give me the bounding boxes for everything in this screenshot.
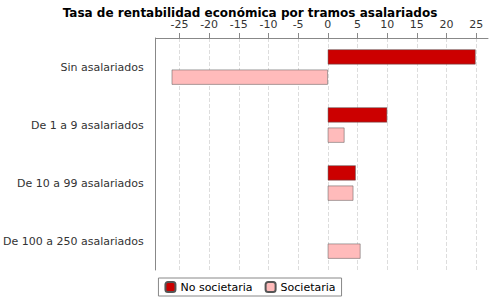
svg-text:Societaria: Societaria — [281, 281, 336, 294]
svg-text:-5: -5 — [292, 18, 304, 31]
svg-text:Tasa de rentabilidad económica: Tasa de rentabilidad económica por tramo… — [63, 6, 438, 20]
svg-text:5: 5 — [354, 18, 361, 31]
svg-text:De 1 a 9 asalariados: De 1 a 9 asalariados — [31, 119, 144, 132]
svg-text:De 100 a 250 asalariados: De 100 a 250 asalariados — [3, 235, 144, 248]
svg-text:0: 0 — [324, 18, 332, 31]
svg-text:De 10 a 99 asalariados: De 10 a 99 asalariados — [17, 177, 144, 190]
svg-text:20: 20 — [439, 18, 453, 31]
svg-text:No societaria: No societaria — [180, 281, 252, 294]
svg-text:Sin asalariados: Sin asalariados — [60, 61, 144, 74]
svg-text:15: 15 — [409, 18, 424, 31]
svg-text:-15: -15 — [229, 18, 248, 31]
svg-text:-10: -10 — [259, 18, 278, 31]
svg-text:25: 25 — [469, 18, 483, 31]
svg-text:-25: -25 — [170, 18, 189, 31]
svg-text:10: 10 — [380, 18, 395, 31]
svg-text:-20: -20 — [200, 18, 219, 31]
